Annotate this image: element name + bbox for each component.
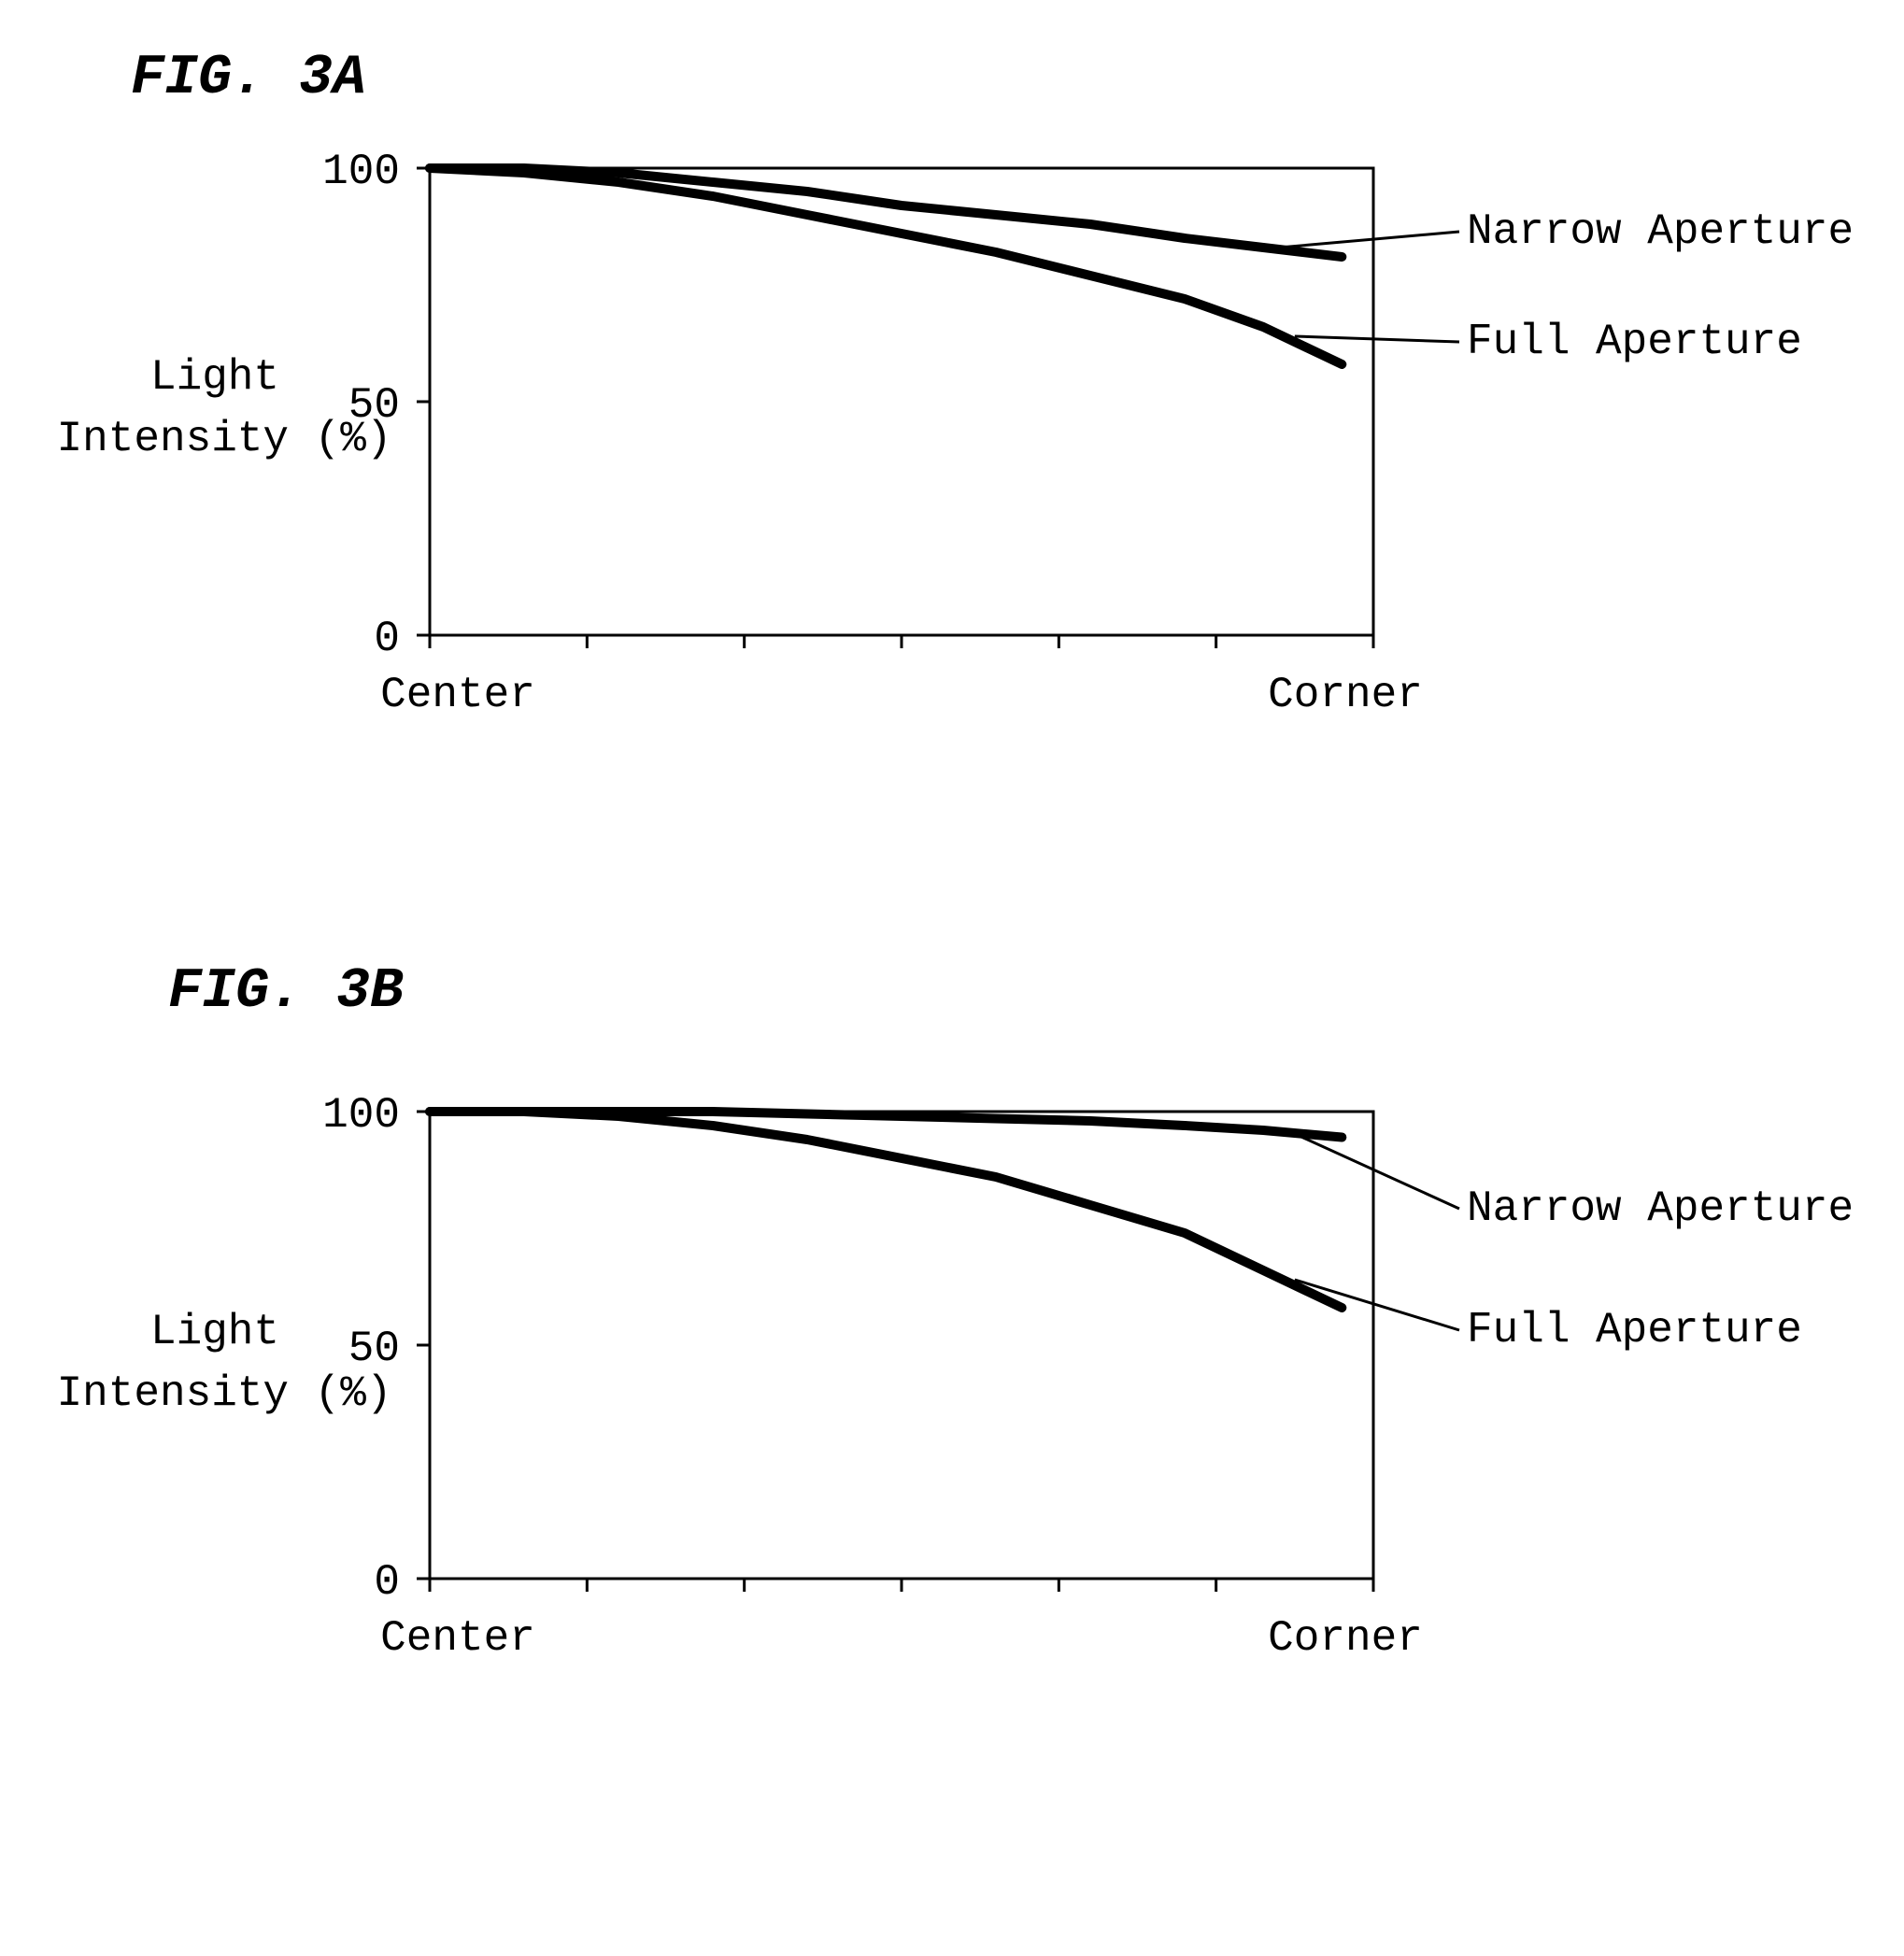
svg-text:50: 50 xyxy=(348,1325,400,1373)
page: FIG. 3A 050100 Light Intensity (%) Cente… xyxy=(0,0,1904,1956)
fig-b-xlabel-left: Center xyxy=(364,1614,551,1663)
fig-b-ylabel-line1: Light xyxy=(112,1308,318,1356)
svg-text:100: 100 xyxy=(322,1091,400,1140)
fig-b-xlabel-right: Corner xyxy=(1252,1614,1439,1663)
fig-b-series-label-narrow: Narrow Aperture xyxy=(1467,1184,1854,1233)
fig-b-ylabel-line2: Intensity (%) xyxy=(37,1369,411,1418)
svg-text:0: 0 xyxy=(374,1558,400,1607)
fig-b-svg: 0 50 100 xyxy=(0,0,1904,1956)
fig-b-series-label-full: Full Aperture xyxy=(1467,1306,1802,1354)
